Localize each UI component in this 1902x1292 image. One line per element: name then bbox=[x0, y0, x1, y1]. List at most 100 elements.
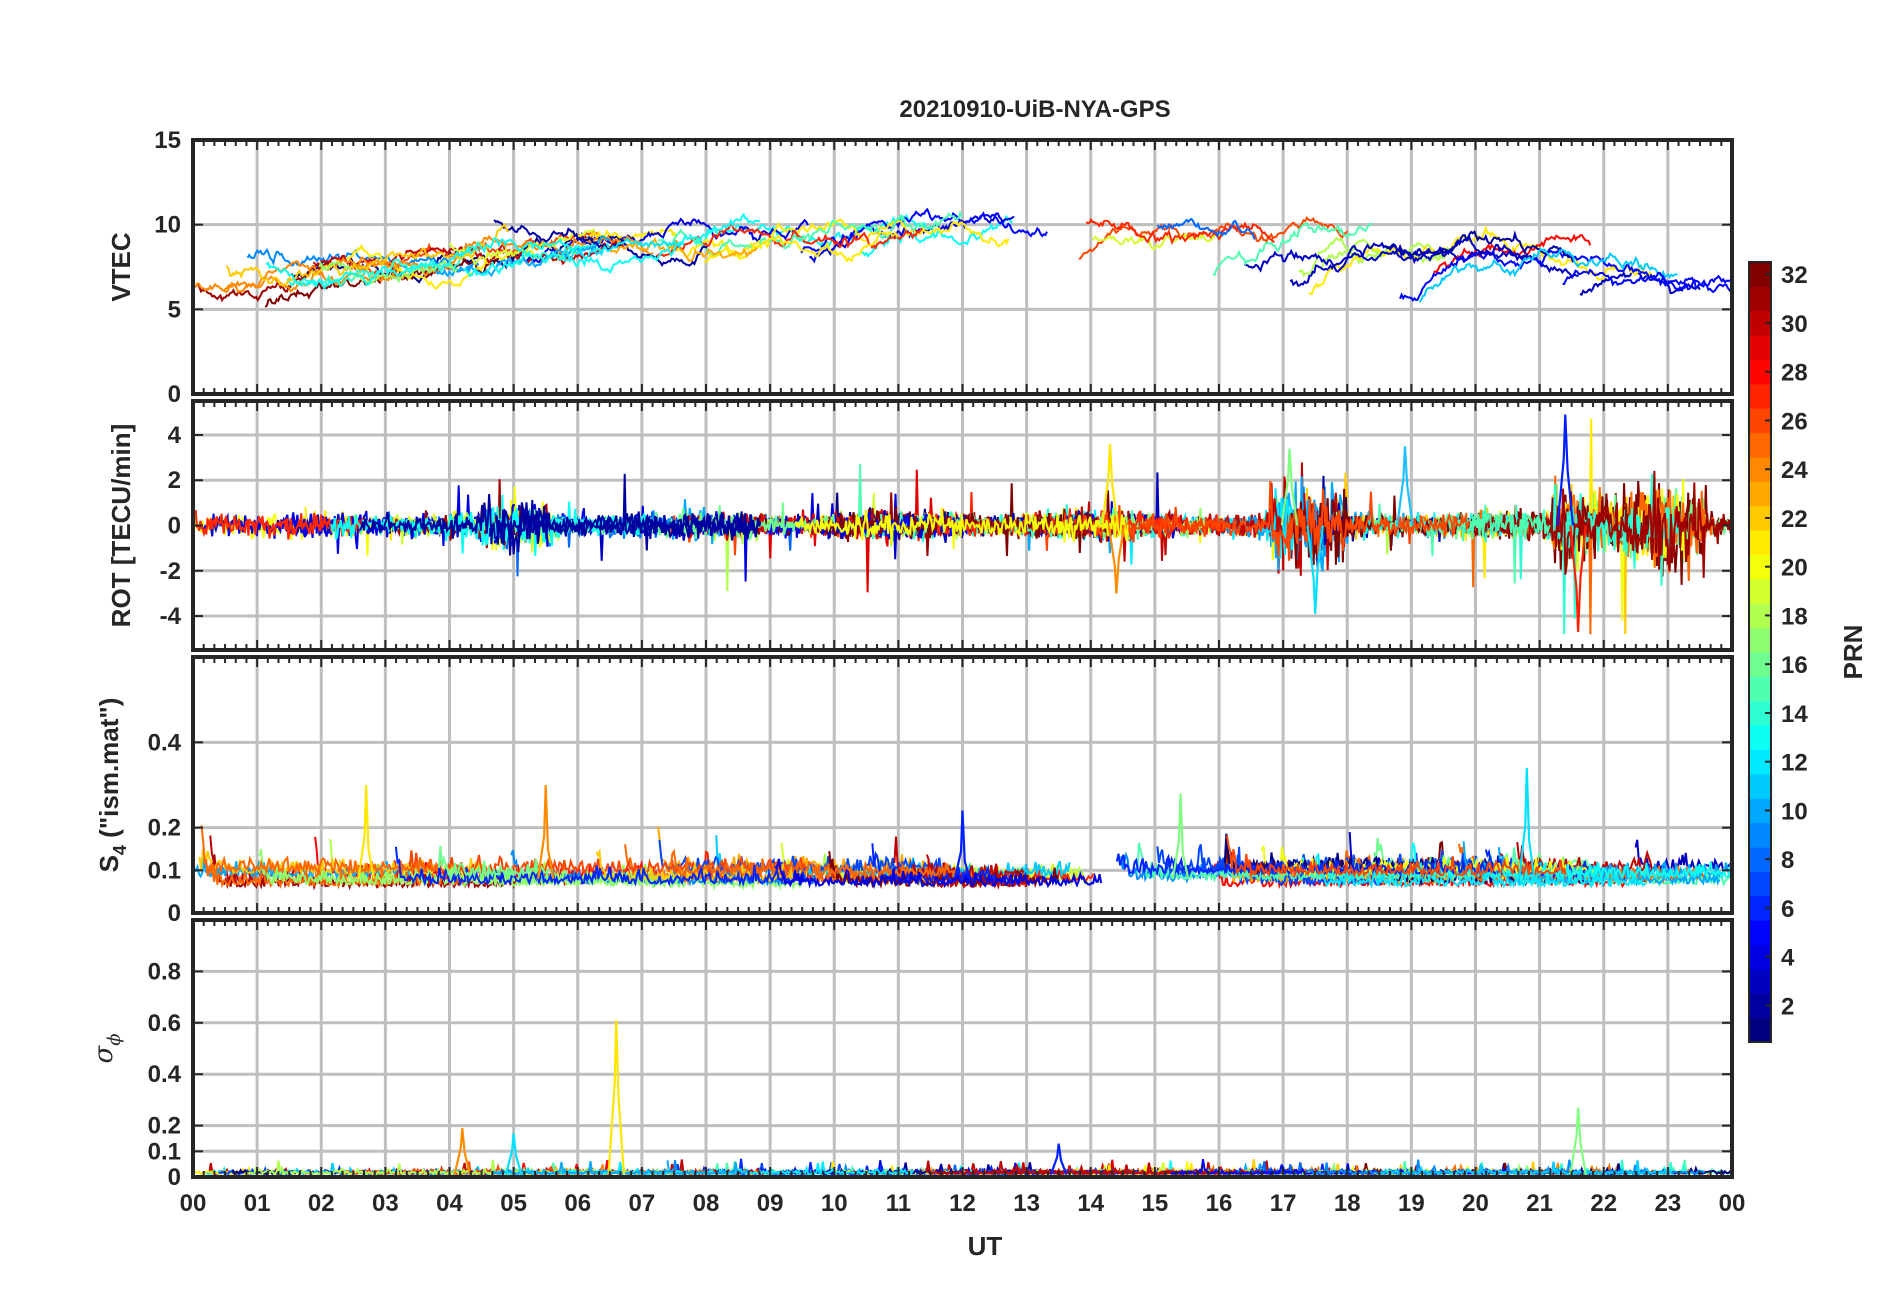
peak-mark bbox=[1107, 525, 1126, 594]
series-line-prn bbox=[225, 223, 510, 287]
colorbar-band bbox=[1749, 457, 1771, 482]
peak-mark bbox=[1518, 767, 1536, 880]
peak-mark bbox=[1280, 448, 1299, 526]
colorbar-band bbox=[1749, 700, 1771, 726]
colorbar-band bbox=[1749, 749, 1771, 775]
y-tick-label: 0 bbox=[168, 513, 181, 540]
series-line-prn bbox=[703, 230, 899, 264]
peak-mark bbox=[453, 1128, 472, 1175]
x-tick-label: 10 bbox=[821, 1190, 848, 1217]
series-line-prn bbox=[1289, 234, 1528, 288]
colorbar-tick-label: 12 bbox=[1781, 750, 1808, 777]
x-tick-label: 08 bbox=[693, 1190, 720, 1217]
colorbar-band bbox=[1749, 359, 1771, 385]
peak-mark bbox=[504, 1133, 523, 1175]
series-line-prn bbox=[394, 846, 810, 887]
x-tick-label: 20 bbox=[1462, 1190, 1489, 1217]
colorbar-label: PRN bbox=[1838, 625, 1868, 680]
y-axis-label: σϕ bbox=[89, 1033, 125, 1063]
series-line-prn bbox=[1156, 217, 1256, 240]
y-tick-label: -4 bbox=[160, 603, 182, 630]
x-tick-label: 03 bbox=[372, 1190, 399, 1217]
y-tick-label: -2 bbox=[160, 558, 181, 585]
panel-rot: -4 -2 0 2 4 ROT [TECU/min] bbox=[106, 399, 1734, 652]
x-tick-label: 06 bbox=[564, 1190, 591, 1217]
y-axis-label: S4 ("ism.mat") bbox=[94, 698, 130, 873]
colorbar-bands bbox=[1749, 262, 1771, 1043]
x-tick-label: 00 bbox=[180, 1190, 207, 1217]
peak-mark bbox=[1396, 446, 1414, 526]
colorbar-band bbox=[1749, 432, 1771, 458]
peak-mark bbox=[357, 784, 375, 880]
x-tick-label: 15 bbox=[1142, 1190, 1169, 1217]
series-line-prn bbox=[495, 508, 762, 551]
colorbar-band bbox=[1749, 481, 1771, 507]
colorbar-tick-label: 24 bbox=[1781, 457, 1808, 484]
y-tick-label: 0.1 bbox=[148, 1138, 181, 1165]
x-tick-label: 23 bbox=[1655, 1190, 1682, 1217]
series-line-prn bbox=[688, 213, 932, 248]
colorbar-band bbox=[1749, 1017, 1771, 1043]
panel-s4: 0 0.1 0.2 0.4 S4 ("ism.mat") bbox=[94, 655, 1734, 927]
y-axis-label: VTEC bbox=[106, 232, 136, 302]
x-tick-label: 21 bbox=[1526, 1190, 1553, 1217]
series-line-prn bbox=[1298, 236, 1446, 278]
x-axis: 00 01 02 03 04 05 06 07 08 09 10 11 12 13 14 15 16 17 18 19… bbox=[180, 1190, 1746, 1217]
colorbar-band bbox=[1749, 530, 1771, 555]
series-line-prn bbox=[358, 473, 757, 556]
y-tick-label: 0.2 bbox=[148, 1113, 181, 1140]
series-line-prn bbox=[657, 210, 963, 258]
x-tick-label: 02 bbox=[308, 1190, 335, 1217]
y-tick-label: 0.6 bbox=[148, 1010, 181, 1037]
tick-marks bbox=[192, 139, 1733, 395]
y-tick-label: 4 bbox=[168, 422, 182, 449]
x-tick-label: 12 bbox=[949, 1190, 976, 1217]
x-tick-label: 22 bbox=[1590, 1190, 1617, 1217]
series-line-prn bbox=[800, 207, 1048, 254]
peak-mark bbox=[536, 784, 555, 880]
series-line-prn bbox=[794, 507, 1129, 549]
x-tick-label: 04 bbox=[436, 1190, 463, 1217]
colorbar-band bbox=[1749, 773, 1771, 799]
colorbar-tick-label: 4 bbox=[1781, 945, 1795, 972]
colorbar-band bbox=[1749, 676, 1771, 702]
panel-vtec: 0 5 10 15 VTEC bbox=[106, 127, 1734, 408]
series-line-prn bbox=[774, 858, 1103, 890]
colorbar-band bbox=[1749, 603, 1771, 629]
x-tick-label: 05 bbox=[500, 1190, 527, 1217]
colorbar-band bbox=[1749, 505, 1771, 531]
series-line-prn bbox=[1115, 853, 1496, 878]
series-line-prn bbox=[1078, 480, 1471, 561]
colorbar-tick-label: 6 bbox=[1781, 896, 1794, 923]
series-line-prn bbox=[355, 234, 654, 277]
y-tick-label: 0 bbox=[168, 1164, 181, 1191]
x-axis-label: UT bbox=[968, 1231, 1003, 1261]
series-line-prn bbox=[520, 217, 809, 264]
peak-mark bbox=[1101, 443, 1119, 526]
series-line-prn bbox=[318, 259, 458, 286]
colorbar-tick-label: 30 bbox=[1781, 311, 1808, 338]
colorbar-tick-label: 16 bbox=[1781, 652, 1808, 679]
peak-mark bbox=[1306, 525, 1324, 614]
x-tick-label: 14 bbox=[1077, 1190, 1104, 1217]
colorbar-tick-label: 14 bbox=[1781, 701, 1808, 728]
colorbar-band bbox=[1749, 262, 1771, 287]
series-line-prn bbox=[200, 825, 443, 876]
tick-marks bbox=[192, 401, 1733, 650]
peak-mark bbox=[1171, 793, 1190, 880]
colorbar-band bbox=[1749, 871, 1771, 897]
colorbar-band bbox=[1749, 383, 1771, 409]
colorbar-band bbox=[1749, 335, 1771, 360]
y-axis-label: ROT [TECU/min] bbox=[106, 424, 136, 628]
series-line-prn bbox=[1384, 230, 1575, 263]
series-group bbox=[193, 1020, 1732, 1177]
y-tick-label: 0.2 bbox=[148, 815, 181, 842]
colorbar-tick-label: 8 bbox=[1781, 847, 1794, 874]
x-tick-label: 09 bbox=[757, 1190, 784, 1217]
y-tick-label: 0.8 bbox=[148, 958, 181, 985]
colorbar-band bbox=[1749, 725, 1771, 750]
x-tick-label: 01 bbox=[244, 1190, 271, 1217]
